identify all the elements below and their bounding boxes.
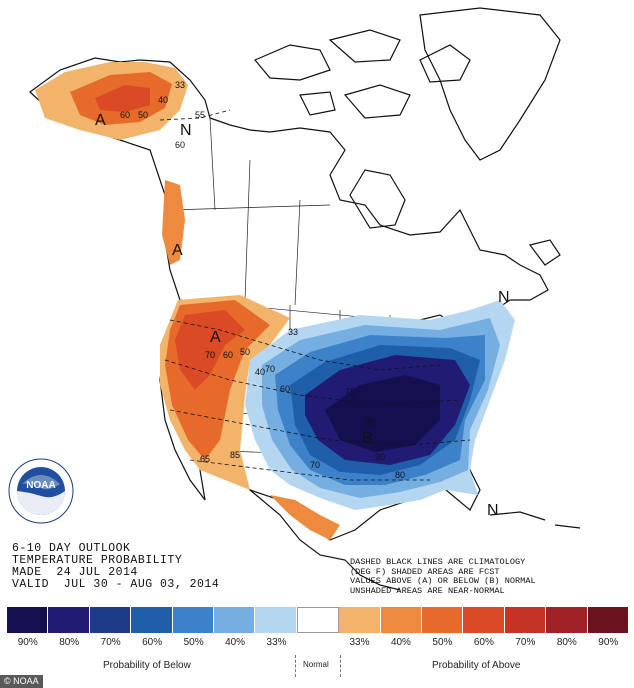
contour-label: 40 [255,367,265,377]
below-normal-shading [245,300,515,510]
legend-percent-label: 70% [515,637,536,648]
outlook-map: 60 50 40 33 55 60 70 60 50 40 33 70 75 8… [29,7,581,591]
contour-label: 90 [375,452,385,462]
category-markers: A A A B N N N [95,112,510,519]
note-line: VALUES ABOVE (A) OR BELOW (B) NORMAL [350,576,536,586]
above-marker: A [210,329,221,346]
legend-percent-label: 90% [598,637,619,648]
note-line: DASHED BLACK LINES ARE CLIMATOLOGY [350,557,526,567]
above-marker: A [172,242,183,259]
contour-label: 55 [195,110,205,120]
contour-label: 70 [310,460,320,470]
legend-swatch [504,607,547,633]
contour-label: 50 [240,347,250,357]
contour-label: 85 [230,450,240,460]
contour-label: 33 [175,80,185,90]
made-date: MADE 24 JUL 2014 [12,566,138,579]
contour-label: 60 [175,140,185,150]
below-legend-label: Probability of Below [103,660,191,671]
contour-label: 60 [223,350,233,360]
legend-percent-label: 33% [349,637,370,648]
normal-marker: N [498,289,510,306]
climatology-lines [159,109,471,481]
legend-percent-label: 33% [266,637,287,648]
contour-label: 80 [395,470,405,480]
legend-percent-label: 60% [473,637,494,648]
legend-separator [295,655,297,677]
above-normal-shading [35,62,340,540]
legend-swatch [296,607,340,633]
legend-percent-label: 80% [59,637,80,648]
normal-legend-label: Normal [303,660,329,669]
outlook-title-block: 6-10 DAY OUTLOOK TEMPERATURE PROBABILITY… [12,543,219,591]
contour-label: 75 [345,387,355,397]
contour-label: 80 [365,417,375,427]
legend-percent-label [297,637,338,648]
legend-swatch [172,607,215,633]
legend-percent-label: 40% [225,637,246,648]
contour-label: 70 [205,350,215,360]
outlook-subtitle: TEMPERATURE PROBABILITY [12,554,183,567]
contour-labels: 60 50 40 33 55 60 70 60 50 40 33 70 75 8… [120,80,405,480]
contour-label: 65 [200,454,210,464]
contour-label: 70 [265,364,275,374]
legend-swatch [214,607,256,633]
note-line: (DEG F) SHADED AREAS ARE FCST [350,566,500,577]
legend-swatch [587,607,630,633]
legend-separator [340,655,342,677]
legend-percent-label: 90% [17,637,38,648]
probability-colorbar [7,607,630,633]
normal-marker: N [180,122,192,139]
legend-percent-label: 50% [432,637,453,648]
legend-percent-label: 60% [142,637,163,648]
contour-label: 60 [280,384,290,394]
legend-swatch [380,607,423,633]
legend-swatch [422,607,464,633]
noaa-logo: NOAA [8,458,74,524]
probability-labels: 90% 80% 70% 60% 50% 40% 33% 33% 40% 50% 60% 70% 80% 9… [7,637,629,648]
legend-swatch [48,607,90,633]
legend-swatch [131,607,173,633]
valid-dates: VALID JUL 30 - AUG 03, 2014 [12,578,220,591]
above-marker: A [95,112,106,129]
above-legend-label: Probability of Above [432,660,521,671]
map-note: DASHED BLACK LINES ARE CLIMATOLOGY (DEG … [350,557,536,596]
contour-label: 33 [288,327,298,337]
legend-percent-label: 50% [183,637,204,648]
legend-swatch [546,607,588,633]
legend-percent-label: 40% [390,637,411,648]
normal-marker: N [487,502,499,519]
note-line: UNSHADED AREAS ARE NEAR-NORMAL [350,585,505,596]
contour-label: 50 [138,110,148,120]
contour-label: 60 [120,110,130,120]
legend-percent-label: 70% [100,637,121,648]
image-credit: © NOAA [0,675,43,688]
outlook-title: 6-10 DAY OUTLOOK [12,542,131,555]
noaa-logo-text: NOAA [26,480,55,491]
below-marker: B [362,430,373,447]
contour-label: 40 [158,95,168,105]
legend-swatch [339,607,381,633]
legend-swatch [7,607,49,633]
legend-percent-label: 80% [556,637,577,648]
legend-swatch [89,607,132,633]
legend-swatch [255,607,297,633]
legend-swatch [463,607,505,633]
